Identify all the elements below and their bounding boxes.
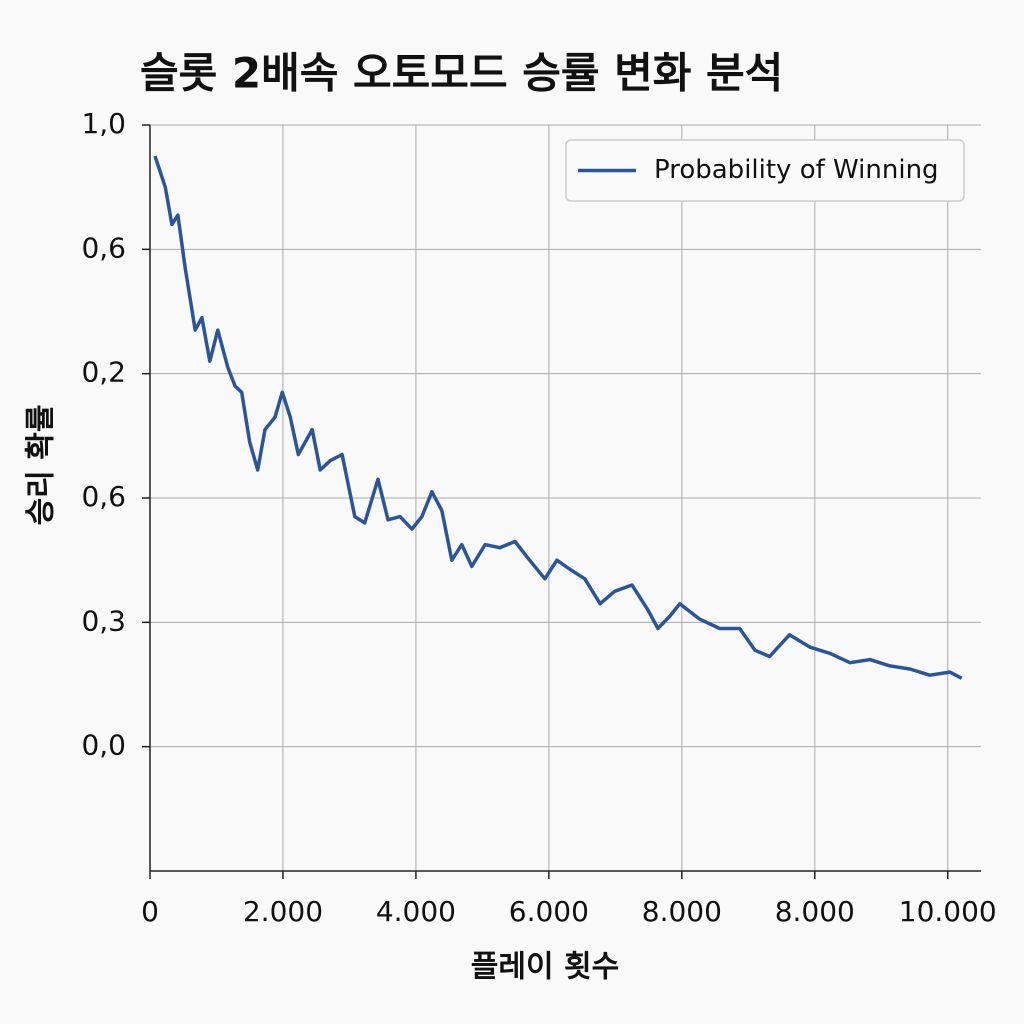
y-tick-label: 0,6	[81, 231, 126, 264]
chart-title: 슬롯 2배속 오토모드 승률 변화 분석	[140, 49, 783, 98]
x-axis-label: 플레이 횟수	[471, 950, 619, 985]
y-axis-label: 승리 확률	[24, 405, 59, 526]
x-tick-label: 2.000	[243, 895, 323, 928]
x-tick-label: 10.000	[899, 895, 997, 928]
y-tick-label: 0,3	[81, 604, 126, 637]
legend-label: Probability of Winning	[654, 155, 939, 185]
y-tick-label: 0,6	[81, 480, 126, 513]
x-tick-label: 6.000	[509, 895, 589, 928]
y-tick-label: 0,2	[81, 356, 126, 389]
x-tick-label: 4.000	[376, 895, 456, 928]
legend-box	[565, 139, 965, 202]
x-tick-label: 0	[141, 895, 159, 928]
y-tick-label: 0,0	[81, 729, 126, 762]
y-tick-label: 1,0	[81, 107, 126, 140]
x-tick-label: 8.000	[775, 895, 855, 928]
x-tick-label: 8.000	[642, 895, 722, 928]
legend: Probability of Winning	[565, 139, 965, 202]
data-line	[153, 155, 963, 680]
